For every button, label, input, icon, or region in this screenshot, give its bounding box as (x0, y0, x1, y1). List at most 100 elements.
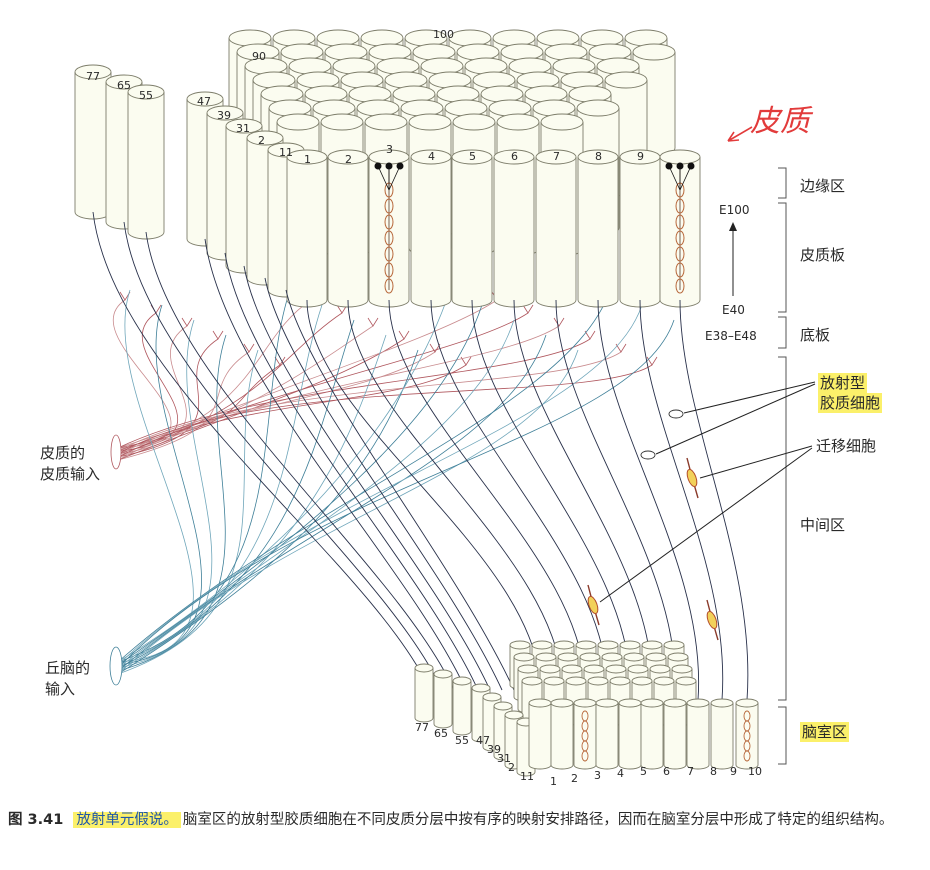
thalamic-input-fiber (117, 319, 675, 669)
fiber-terminal (615, 343, 627, 353)
pointer-migrating-cell (699, 445, 813, 479)
handwritten-annotation: 皮质 (750, 104, 810, 139)
glia-branch (388, 165, 401, 191)
column-number: 90 (252, 50, 266, 63)
column-cylinder (619, 149, 661, 308)
bracket-cortical-plate (778, 202, 787, 313)
column-cylinder (327, 149, 369, 308)
migrating-neuron (384, 198, 394, 214)
layer-ventricular-zone: 脑室区 (800, 722, 850, 742)
figure-number: 图 3.41 (8, 812, 64, 828)
column-number: 7 (687, 765, 694, 778)
column-cylinder (414, 663, 434, 723)
column-number: 2 (345, 153, 352, 166)
fiber-terminal (398, 330, 410, 340)
fiber-terminal (243, 343, 255, 353)
migrating-neuron (675, 214, 685, 230)
radial-glia-fiber (597, 299, 700, 701)
migrating-neuron (675, 246, 685, 262)
input-fibers (109, 289, 675, 686)
fiber-terminal (336, 304, 348, 314)
column-number: 55 (455, 734, 469, 747)
cortical-input-label-line2: 皮质输入 (40, 465, 101, 483)
migrating-cell-label: 迁移细胞 (816, 437, 877, 455)
fiber-terminal (367, 317, 379, 327)
migrating-neuron (384, 246, 394, 262)
column-number: 4 (428, 150, 435, 163)
stage-e100: E100 (719, 203, 750, 217)
thalamic-input-fiber (117, 304, 643, 666)
column-number: 8 (595, 150, 602, 163)
glia-branch (679, 165, 692, 191)
column-number: 10 (748, 765, 762, 778)
column-number: 8 (710, 765, 717, 778)
figure-caption: 图 3.41 放射单元假说。 脑室区的放射型胶质细胞在不同皮质分层中按有序的映射安排… (8, 808, 923, 832)
column-number: 65 (117, 79, 131, 92)
column-number: 31 (497, 752, 511, 765)
column-number: 9 (730, 765, 737, 778)
radial-glia-fiber (388, 299, 586, 701)
radial-glia-marker (668, 409, 684, 419)
thalamic-input-fiber (117, 304, 323, 666)
column-number: 77 (415, 721, 429, 734)
column-number: 47 (476, 734, 490, 747)
column-cylinder (686, 698, 710, 770)
migrating-neuron (384, 278, 394, 294)
migrating-neuron (675, 262, 685, 278)
pointer-radial-glia (683, 381, 816, 414)
cortical-input-fiber (117, 312, 343, 455)
migrating-cell (587, 595, 599, 615)
fiber-terminal (553, 317, 565, 327)
migrating-neuron (675, 230, 685, 246)
thalamic-input-fiber (117, 289, 611, 663)
radial-glia-label-line1: 放射型 (818, 373, 868, 393)
radial-glia-marker (640, 450, 656, 460)
column-cylinder (735, 698, 759, 770)
pointer-radial-glia (655, 383, 816, 455)
radial-glia-fiber (347, 299, 563, 701)
column-number: 55 (139, 89, 153, 102)
cortical-input-fiber (117, 299, 312, 452)
annotation-arrow (727, 126, 753, 142)
column-cylinder (640, 698, 664, 770)
radial-glia-fiber (224, 252, 479, 691)
radial-unit-diagram: 77 65 55 47 39 31 2 11 90 100 1 2 3 4 5 … (40, 28, 883, 788)
column-number: 3 (594, 769, 601, 782)
cortical-input-fiber (117, 299, 498, 455)
cortical-input-fiber (117, 351, 250, 461)
column-number: 1 (304, 153, 311, 166)
vz-neuron (743, 750, 751, 762)
column-cylinder (535, 149, 577, 308)
column-number: 5 (640, 765, 647, 778)
figure-caption-text: 脑室区的放射型胶质细胞在不同皮质分层中按有序的映射安排路径，因而在脑室分层中形成… (182, 812, 894, 828)
bracket-intermediate-zone (778, 356, 787, 701)
radial-glia-fiber (92, 211, 431, 691)
column-number: 11 (520, 770, 534, 783)
thalamic-input-bundle (109, 646, 123, 686)
radial-glia-fiber (679, 299, 749, 701)
column-number: 11 (279, 146, 293, 159)
layer-intermediate-zone: 中间区 (800, 516, 846, 534)
column-cylinder (493, 149, 535, 308)
cortical-input-fiber (117, 312, 178, 452)
column-number: 6 (511, 150, 518, 163)
cortical-input-fiber (117, 338, 405, 461)
thalamic-input-fiber (117, 289, 194, 663)
column-number: 1 (550, 775, 557, 788)
column-number: 3 (386, 143, 393, 156)
column-cylinder (410, 149, 452, 308)
cortical-input-fiber (117, 338, 591, 449)
thalamic-input-fiber (117, 319, 213, 669)
stage-e40: E40 (722, 303, 745, 317)
radial-glia-fiber (145, 231, 455, 691)
cortical-input-fiber (112, 299, 172, 449)
cortical-input-fiber (117, 338, 219, 458)
migrating-cell (686, 468, 698, 488)
cortical-input-bundle (110, 434, 122, 470)
migrating-neuron (384, 262, 394, 278)
column-cylinder (663, 698, 687, 770)
thalamic-input-label-line1: 丘脑的 (45, 659, 91, 677)
column-number: 100 (433, 28, 454, 41)
column-cylinder (528, 698, 552, 770)
thalamic-input-fiber (117, 304, 202, 666)
